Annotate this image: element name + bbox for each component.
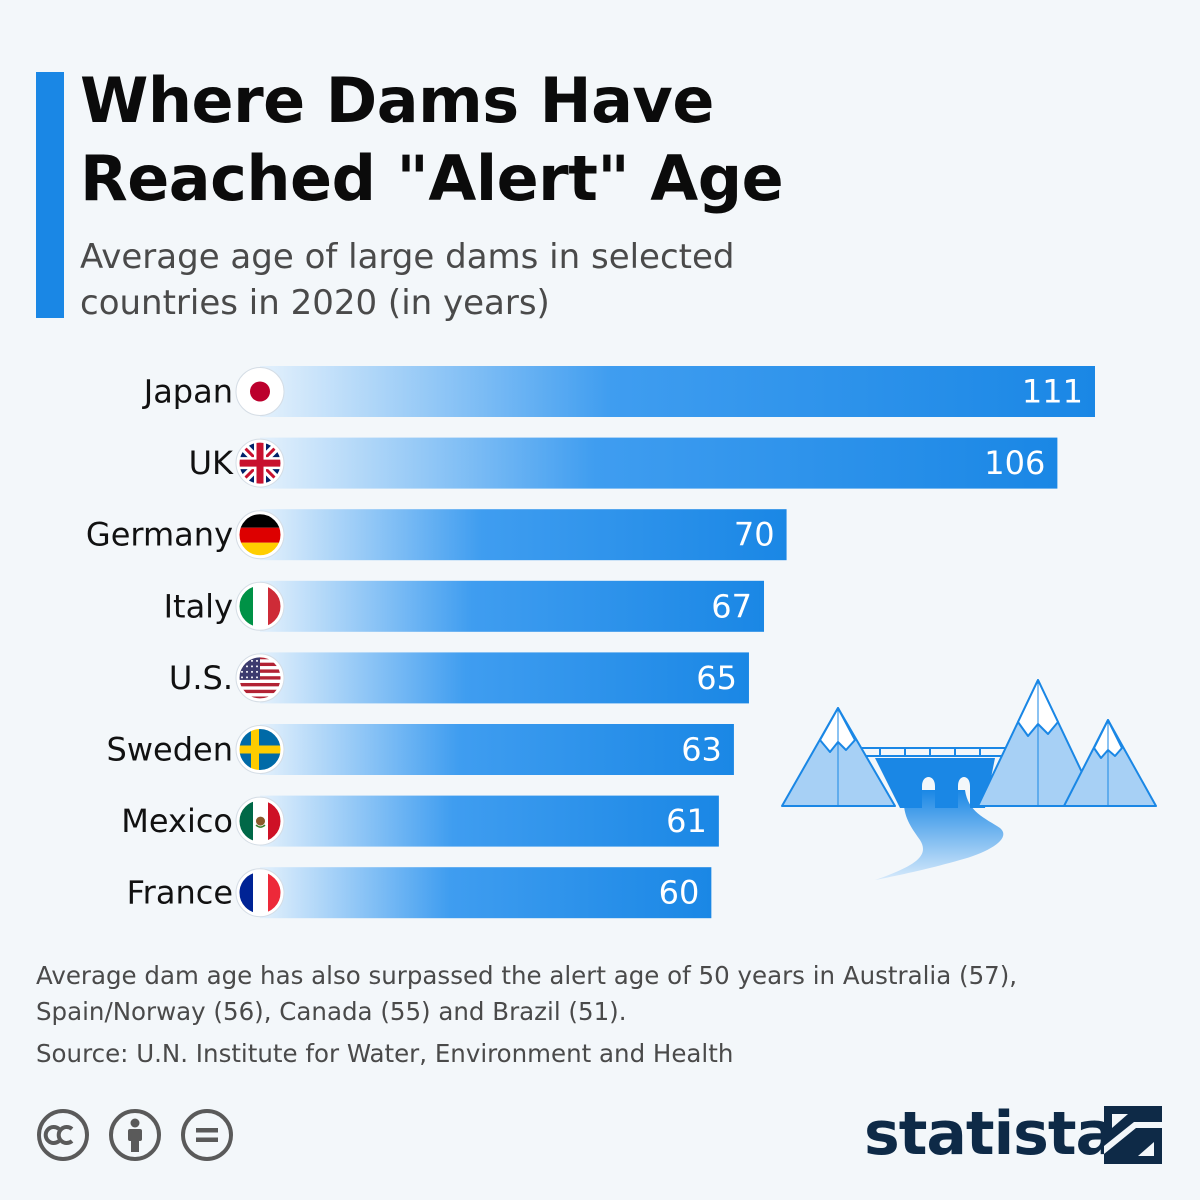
bar-mexico [260, 795, 719, 847]
flag-italy-icon [235, 581, 285, 631]
value-label-italy: 67 [711, 587, 752, 625]
value-label-japan: 111 [1022, 373, 1083, 411]
chart-title-line-2: Reached "Alert" Age [80, 142, 784, 215]
chart-title-line-1: Where Dams Have [80, 64, 714, 137]
category-label-mexico: Mexico [121, 802, 233, 840]
flag-mexico-icon [235, 796, 285, 846]
dam-mountains-illustration [781, 679, 1157, 880]
bar-italy [260, 580, 765, 632]
footnote-line-1: Average dam age has also surpassed the a… [36, 961, 1018, 990]
flag-japan-icon [235, 367, 285, 416]
chart-subtitle: Average age of large dams in selected co… [80, 234, 800, 326]
flag-germany-icon [235, 510, 285, 560]
chart-subtitle-line-1: Average age of large dams in selected [80, 237, 735, 277]
chart-subtitle-line-2: countries in 2020 (in years) [80, 283, 550, 323]
flag-france-icon [235, 868, 285, 918]
category-label-germany: Germany [86, 516, 233, 554]
statista-wordmark: statista [864, 1099, 1116, 1169]
bar-france [260, 867, 712, 919]
category-label-sweden: Sweden [107, 731, 233, 769]
flag-uk-icon [235, 438, 285, 488]
value-label-germany: 70 [734, 516, 775, 554]
bar-chart: 111 106 70 67 65 63 61 60 Japan UK Germany Italy U.… [86, 366, 1157, 919]
category-label-france: France [127, 874, 233, 912]
attribution-icon[interactable] [108, 1108, 162, 1162]
category-label-italy: Italy [164, 587, 233, 625]
value-label-u-s: 65 [696, 659, 737, 697]
no-derivatives-icon[interactable] [180, 1108, 234, 1162]
value-label-uk: 106 [984, 444, 1045, 482]
flags-layer [235, 367, 285, 918]
chart-title: Where Dams Have Reached "Alert" Age [80, 62, 1160, 218]
category-label-japan: Japan [142, 373, 233, 411]
bar-u-s [260, 652, 749, 704]
bar-germany [260, 509, 787, 561]
value-label-mexico: 61 [666, 802, 707, 840]
category-labels-layer: Japan UK Germany Italy U.S. Sweden Mexico Franc… [86, 373, 234, 912]
statista-logo-icon [1104, 1106, 1162, 1164]
bars-layer: 111 106 70 67 65 63 61 60 [260, 366, 1095, 919]
bar-japan [260, 366, 1095, 417]
bar-sweden [260, 724, 734, 775]
flag-sweden-icon [235, 725, 285, 774]
category-label-u-s: U.S. [169, 659, 233, 697]
source-note: Source: U.N. Institute for Water, Enviro… [36, 1039, 734, 1068]
footnote-line-2: Spain/Norway (56), Canada (55) and Brazi… [36, 997, 627, 1026]
footnote: Average dam age has also surpassed the a… [36, 958, 1166, 1030]
creative-commons-icon[interactable] [36, 1108, 90, 1162]
title-accent-bar [36, 72, 64, 318]
flag-us-icon [235, 653, 285, 703]
bar-uk [260, 437, 1058, 489]
value-label-sweden: 63 [681, 731, 722, 769]
value-label-france: 60 [659, 874, 700, 912]
category-label-uk: UK [189, 444, 234, 482]
